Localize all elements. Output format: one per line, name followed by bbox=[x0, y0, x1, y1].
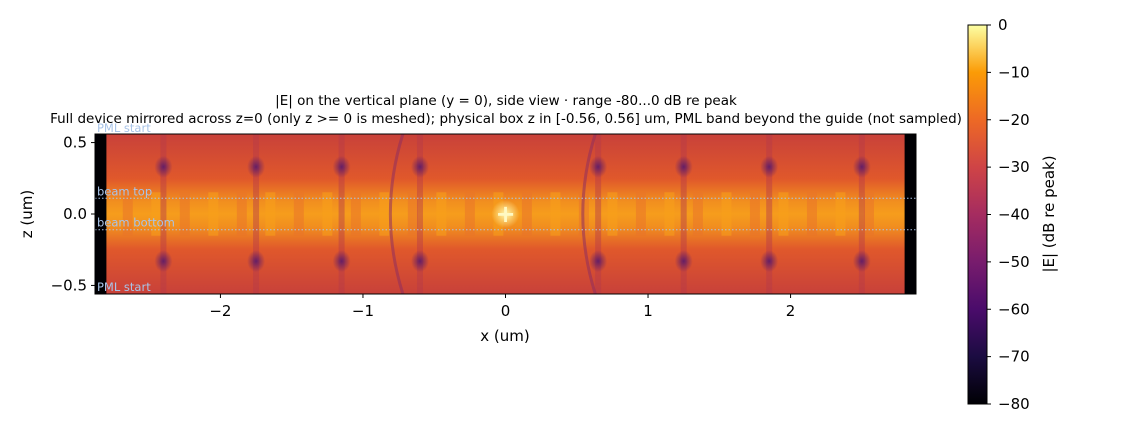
colorbar-tick-label: −30 bbox=[998, 158, 1030, 176]
fringe bbox=[379, 192, 390, 236]
field-node bbox=[589, 155, 608, 178]
node-arc bbox=[388, 134, 405, 294]
fringe bbox=[208, 192, 219, 236]
node-column bbox=[680, 134, 687, 294]
pml-band-right bbox=[904, 134, 916, 294]
colorbar-gradient bbox=[967, 24, 988, 405]
fringe bbox=[692, 192, 703, 236]
node-column bbox=[766, 134, 773, 294]
guide-lines bbox=[95, 197, 916, 231]
field-node bbox=[410, 250, 429, 273]
fringe bbox=[721, 192, 732, 236]
y-axis-label: z (um) bbox=[18, 190, 36, 238]
fringe bbox=[863, 192, 874, 236]
colorbar-tick-label: −10 bbox=[998, 63, 1030, 81]
fringe bbox=[265, 192, 276, 236]
x-tick-label: 1 bbox=[643, 302, 653, 320]
colorbar-tick-label: −80 bbox=[998, 395, 1030, 413]
field-node bbox=[852, 155, 871, 178]
x-axis-label: x (um) bbox=[480, 327, 529, 345]
colorbar-tick-label: −50 bbox=[998, 253, 1030, 271]
field-nodes bbox=[154, 134, 871, 294]
field-node bbox=[589, 250, 608, 273]
chart-subtitle: Full device mirrored across z=0 (only z … bbox=[50, 111, 962, 127]
source-glow bbox=[491, 200, 520, 228]
field-node bbox=[247, 250, 266, 273]
colorbar-tick-label: −60 bbox=[998, 300, 1030, 318]
guide-line-label: beam top bbox=[97, 184, 152, 198]
node-arc bbox=[581, 134, 597, 294]
field-node bbox=[247, 155, 266, 178]
colorbar-tick-label: −20 bbox=[998, 111, 1030, 129]
pml-label: PML start bbox=[97, 121, 151, 135]
x-tick-label: −2 bbox=[209, 302, 231, 320]
fringe bbox=[293, 192, 304, 236]
node-column bbox=[858, 134, 865, 294]
field-node bbox=[332, 250, 351, 273]
field-node bbox=[332, 155, 351, 178]
fringe bbox=[236, 192, 247, 236]
colorbar: 0 −10 −20 −30 −40 −50 −60 −70 −80 bbox=[967, 16, 1030, 413]
fringe bbox=[322, 192, 333, 236]
node-column bbox=[160, 134, 167, 294]
y-tick-label: −0.5 bbox=[51, 276, 87, 294]
field-node bbox=[674, 155, 693, 178]
fringe bbox=[407, 192, 418, 236]
fringe bbox=[350, 192, 361, 236]
node-column bbox=[595, 134, 602, 294]
field-node bbox=[154, 250, 173, 273]
y-tick-label: 0.0 bbox=[63, 205, 87, 223]
field-node bbox=[760, 155, 779, 178]
source-marker: + bbox=[491, 200, 520, 228]
fringe bbox=[778, 192, 789, 236]
guide-line-label: beam bottom bbox=[97, 216, 175, 230]
colorbar-tick-label: 0 bbox=[998, 16, 1008, 34]
x-tick-label: 2 bbox=[786, 302, 796, 320]
source-plus: + bbox=[495, 200, 515, 228]
fringe bbox=[179, 192, 190, 236]
pml-band-left bbox=[95, 134, 107, 294]
x-axis: −2 −1 0 1 2 bbox=[209, 294, 795, 320]
field-node bbox=[852, 250, 871, 273]
field-node bbox=[674, 250, 693, 273]
y-axis: 0.5 0.0 −0.5 bbox=[51, 134, 95, 294]
fringe bbox=[464, 192, 475, 236]
fringe bbox=[806, 192, 817, 236]
fringe bbox=[436, 192, 447, 236]
node-column bbox=[253, 134, 260, 294]
y-tick-label: 0.5 bbox=[63, 134, 87, 152]
colorbar-tick-label: −70 bbox=[998, 348, 1030, 366]
field-node bbox=[760, 250, 779, 273]
fringe bbox=[151, 192, 162, 236]
colorbar-label: |E| (dB re peak) bbox=[1040, 155, 1058, 272]
pml-label: PML start bbox=[97, 280, 151, 294]
field-node bbox=[410, 155, 429, 178]
fringe bbox=[635, 192, 646, 236]
fringe bbox=[607, 192, 618, 236]
fringe bbox=[749, 192, 760, 236]
fringe bbox=[835, 192, 846, 236]
annotations: beam top beam bottom PML start PML start bbox=[97, 121, 175, 294]
fringe bbox=[122, 192, 133, 236]
colorbar-tick-label: −40 bbox=[998, 206, 1030, 224]
node-column bbox=[338, 134, 345, 294]
colorbar-ticks: 0 −10 −20 −30 −40 −50 −60 −70 −80 bbox=[987, 16, 1030, 413]
x-tick-label: 0 bbox=[501, 302, 511, 320]
fringe bbox=[664, 192, 675, 236]
x-tick-label: −1 bbox=[352, 302, 374, 320]
fringe bbox=[550, 192, 561, 236]
chart-title: |E| on the vertical plane (y = 0), side … bbox=[275, 93, 737, 109]
field-node bbox=[154, 155, 173, 178]
node-column bbox=[416, 134, 423, 294]
heatmap-plot-area: + −2 −1 0 1 2 0.5 0.0 −0.5 beam top beam bottom… bbox=[51, 121, 917, 320]
fringe bbox=[521, 192, 532, 236]
